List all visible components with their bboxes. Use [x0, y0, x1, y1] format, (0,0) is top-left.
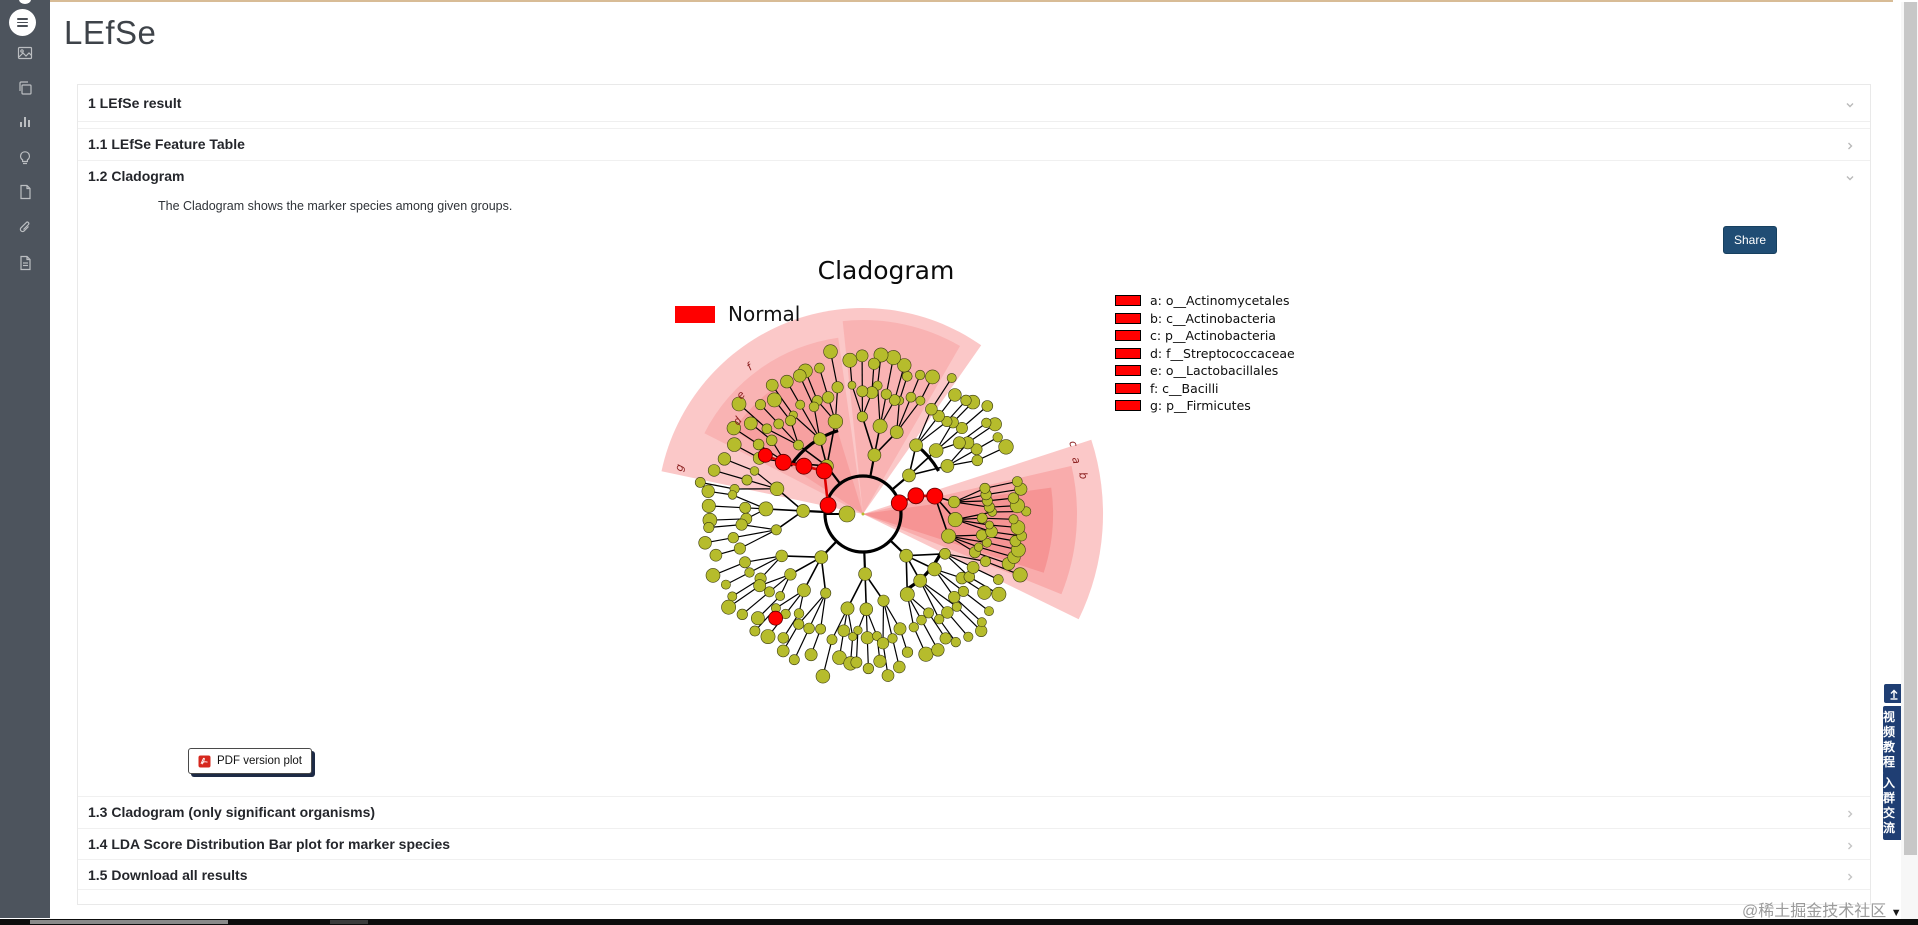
bar-chart-icon[interactable]: [17, 114, 33, 130]
legend-swatch: [1115, 295, 1141, 307]
svg-text:a: a: [1069, 456, 1083, 466]
group-legend: Normal: [675, 302, 800, 326]
file-icon[interactable]: [17, 184, 33, 200]
section-1-4-header[interactable]: 1.4 LDA Score Distribution Bar plot for …: [78, 828, 1870, 859]
pdf-version-plot-button[interactable]: PDF version plot: [188, 748, 313, 774]
pdf-icon: [198, 755, 211, 767]
legend-swatch: [1115, 400, 1141, 412]
sidebar-notch: [19, 0, 31, 4]
back-to-top-button[interactable]: [1884, 684, 1903, 703]
copy-icon[interactable]: [17, 80, 33, 96]
top-accent-line: [50, 0, 1893, 2]
legend-row: c: p__Actinobacteria: [1115, 327, 1295, 345]
legend-label: d: f__Streptococcaceae: [1150, 345, 1295, 361]
legend-label: f: c__Bacilli: [1150, 380, 1219, 396]
legend-label: g: p__Firmicutes: [1150, 398, 1251, 414]
cladogram-title: Cladogram: [817, 256, 955, 285]
section-1-header[interactable]: 1 LEfSe result: [78, 85, 1870, 122]
legend-row: d: f__Streptococcaceae: [1115, 345, 1295, 363]
chevron-right-icon: [1844, 870, 1856, 888]
cladogram-description: The Cladogram shows the marker species a…: [158, 199, 513, 213]
svg-text:c: c: [1066, 439, 1080, 449]
vertical-scrollbar-thumb[interactable]: [1904, 2, 1917, 855]
section-1-3-header[interactable]: 1.3 Cladogram (only significant organism…: [78, 796, 1870, 828]
hamburger-icon: [17, 16, 28, 29]
group-legend-swatch: [675, 305, 715, 323]
chevron-right-icon: [1844, 807, 1856, 825]
legend-swatch: [1115, 312, 1141, 324]
watermark-caret: ▼: [1890, 907, 1902, 919]
section-1-1-header[interactable]: 1.1 LEfSe Feature Table: [78, 128, 1870, 160]
lefse-result-panel: 1 LEfSe result 1.1 LEfSe Feature Table 1…: [77, 84, 1871, 905]
cladogram-section-content: The Cladogram shows the marker species a…: [78, 192, 1870, 796]
chevron-right-icon: [1844, 839, 1856, 857]
section-1-2-label: 1.2 Cladogram: [88, 168, 185, 184]
up-arrow-icon: [1890, 689, 1897, 700]
legend-swatch: [1115, 365, 1141, 377]
section-1-1-label: 1.1 LEfSe Feature Table: [88, 136, 245, 152]
section-1-2-header[interactable]: 1.2 Cladogram: [78, 160, 1870, 192]
section-1-5-label: 1.5 Download all results: [88, 867, 248, 883]
svg-text:b: b: [1076, 471, 1090, 481]
legend-row: b: c__Actinobacteria: [1115, 310, 1295, 328]
watermark: @稀土掘金技术社区 ▼: [1742, 903, 1902, 920]
image-icon[interactable]: [17, 45, 33, 61]
section-1-4-label: 1.4 LDA Score Distribution Bar plot for …: [88, 836, 451, 852]
legend-label: c: p__Actinobacteria: [1150, 328, 1276, 344]
section-1-5-header[interactable]: 1.5 Download all results: [78, 859, 1870, 890]
svg-text:g: g: [672, 463, 686, 473]
lightbulb-icon[interactable]: [17, 150, 33, 166]
legend-label: b: c__Actinobacteria: [1150, 310, 1276, 326]
taxa-legend: a: o__Actinomycetales b: c__Actinobacteri…: [1115, 292, 1295, 415]
horizontal-scrollbar-track[interactable]: [0, 919, 1918, 925]
sidebar: [0, 0, 50, 918]
video-tutorial-button[interactable]: 视频教程: [1883, 706, 1903, 774]
chevron-down-icon: [1844, 171, 1856, 189]
join-group-button[interactable]: 入群交流: [1883, 772, 1903, 840]
chevron-right-icon: [1844, 139, 1856, 157]
section-1-label: 1 LEfSe result: [88, 95, 182, 111]
file-text-icon[interactable]: [17, 255, 33, 271]
legend-row: g: p__Firmicutes: [1115, 397, 1295, 415]
legend-row: f: c__Bacilli: [1115, 380, 1295, 398]
legend-swatch: [1115, 330, 1141, 342]
paperclip-icon[interactable]: [17, 220, 33, 236]
legend-swatch: [1115, 347, 1141, 359]
legend-swatch: [1115, 382, 1141, 394]
legend-row: a: o__Actinomycetales: [1115, 292, 1295, 310]
section-1-3-label: 1.3 Cladogram (only significant organism…: [88, 804, 376, 820]
horizontal-scrollbar-segment: [330, 920, 368, 924]
horizontal-scrollbar-thumb[interactable]: [30, 920, 228, 924]
chevron-down-icon: [1844, 98, 1856, 116]
page-title: LEfSe: [64, 14, 157, 51]
share-button[interactable]: Share: [1723, 226, 1777, 254]
group-legend-label: Normal: [728, 302, 801, 326]
legend-label: e: o__Lactobacillales: [1150, 363, 1279, 379]
legend-row: e: o__Lactobacillales: [1115, 362, 1295, 380]
legend-label: a: o__Actinomycetales: [1150, 293, 1290, 309]
hamburger-menu-button[interactable]: [9, 9, 36, 36]
pdf-button-label: PDF version plot: [217, 755, 303, 767]
